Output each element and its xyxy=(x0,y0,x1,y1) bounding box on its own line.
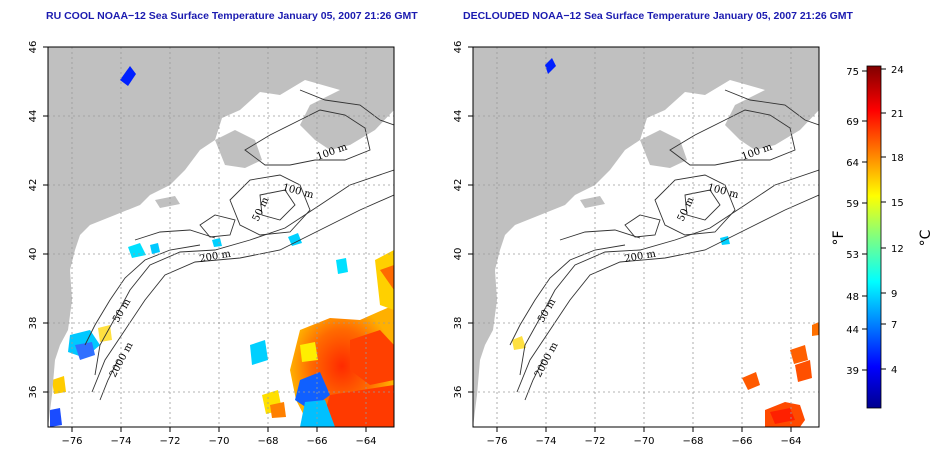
lon-tick-label: −64 xyxy=(355,436,376,447)
colorbar-unit-f: °F xyxy=(831,230,847,245)
colorbar-c-label: 24 xyxy=(891,65,904,76)
colorbar-unit-c: °C xyxy=(918,229,934,246)
bathymetry-contours xyxy=(84,89,394,401)
map-frame xyxy=(472,46,820,428)
map-panel-right: 100 m 100 m 50 m 200 m 50 m 2000 m −76 −… xyxy=(453,41,820,447)
lon-tick-label: −74 xyxy=(535,436,556,447)
colorbar-f-label: 59 xyxy=(846,199,859,210)
colorbar-f-label: 39 xyxy=(846,366,859,377)
lat-tick-label: 42 xyxy=(28,179,39,192)
bathymetry-contours xyxy=(509,89,819,401)
colorbar-c-label: 18 xyxy=(891,153,904,164)
lon-tick-label: −72 xyxy=(159,436,180,447)
lon-tick-label: −70 xyxy=(208,436,229,447)
lon-tick-label: −74 xyxy=(110,436,131,447)
colorbar-f-label: 69 xyxy=(846,117,859,128)
colorbar-f-label: 48 xyxy=(846,292,859,303)
land-mass xyxy=(48,47,394,427)
colorbar-gradient xyxy=(866,65,882,409)
lon-tick-label: −70 xyxy=(633,436,654,447)
colorbar: 75 69 64 59 53 48 44 39 24 21 18 15 12 9… xyxy=(831,65,934,409)
lat-tick-label: 44 xyxy=(28,110,39,123)
colorbar-c-label: 7 xyxy=(891,320,897,331)
lat-tick-label: 40 xyxy=(28,248,39,261)
map-panel-left: 100 m 100 m 50 m 200 m 50 m 2000 m −76 −… xyxy=(28,41,395,447)
lat-tick-label: 38 xyxy=(28,317,39,330)
colorbar-c-label: 21 xyxy=(891,109,904,120)
colorbar-f-label: 44 xyxy=(846,325,859,336)
lon-tick-label: −68 xyxy=(682,436,703,447)
lat-tick-label: 36 xyxy=(453,386,464,399)
axis-ticks xyxy=(43,46,367,432)
lon-tick-label: −64 xyxy=(780,436,801,447)
lat-tick-label: 36 xyxy=(28,386,39,399)
map-frame xyxy=(47,46,395,428)
lon-tick-label: −76 xyxy=(61,436,82,447)
axis-ticks xyxy=(468,46,792,432)
graticule xyxy=(48,47,394,427)
lon-tick-label: −72 xyxy=(584,436,605,447)
colorbar-f-label: 75 xyxy=(846,67,859,78)
lat-tick-label: 40 xyxy=(453,248,464,261)
colorbar-ticks xyxy=(862,68,886,371)
lat-tick-label: 44 xyxy=(453,110,464,123)
lat-tick-label: 46 xyxy=(453,41,464,54)
colorbar-c-label: 4 xyxy=(891,365,897,376)
lon-tick-label: −66 xyxy=(731,436,752,447)
lat-tick-label: 38 xyxy=(453,317,464,330)
lon-tick-label: −68 xyxy=(257,436,278,447)
sst-data-layer xyxy=(512,58,819,427)
lon-tick-label: −66 xyxy=(306,436,327,447)
colorbar-f-label: 64 xyxy=(846,158,859,169)
colorbar-c-label: 12 xyxy=(891,244,904,255)
colorbar-c-label: 15 xyxy=(891,198,904,209)
sst-data-layer xyxy=(50,233,394,427)
colorbar-f-label: 53 xyxy=(846,250,859,261)
lon-tick-label: −76 xyxy=(486,436,507,447)
lat-tick-label: 42 xyxy=(453,179,464,192)
colorbar-c-label: 9 xyxy=(891,289,897,300)
map-title-right: DECLOUDED NOAA−12 Sea Surface Temperatur… xyxy=(463,10,853,22)
land-mass xyxy=(473,47,819,427)
lat-tick-label: 46 xyxy=(28,41,39,54)
map-title-left: RU COOL NOAA−12 Sea Surface Temperature … xyxy=(46,10,418,22)
graticule xyxy=(473,47,819,427)
